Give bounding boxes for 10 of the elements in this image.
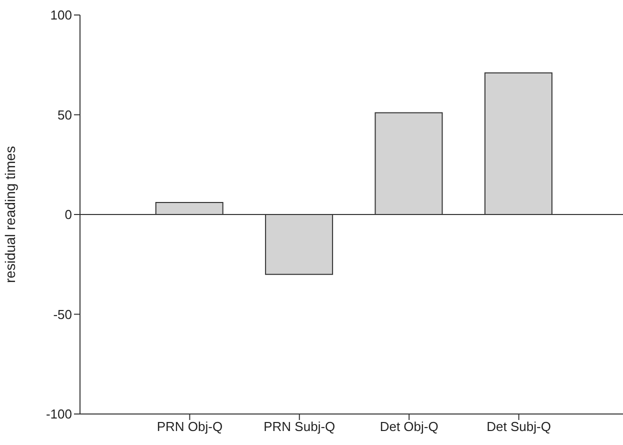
y-tick-label: -100 bbox=[46, 406, 72, 422]
y-tick-label: 0 bbox=[64, 207, 72, 222]
x-tick-label: Det Subj-Q bbox=[486, 419, 551, 434]
y-tick-label: 100 bbox=[50, 8, 72, 23]
x-tick-label: PRN Subj-Q bbox=[264, 419, 336, 434]
y-tick-label: -50 bbox=[53, 306, 72, 322]
y-axis-title: residual reading times bbox=[2, 146, 18, 283]
x-tick-label: Det Obj-Q bbox=[380, 419, 438, 434]
x-tick-label: PRN Obj-Q bbox=[156, 419, 223, 434]
y-tick-label: 50 bbox=[58, 107, 72, 122]
